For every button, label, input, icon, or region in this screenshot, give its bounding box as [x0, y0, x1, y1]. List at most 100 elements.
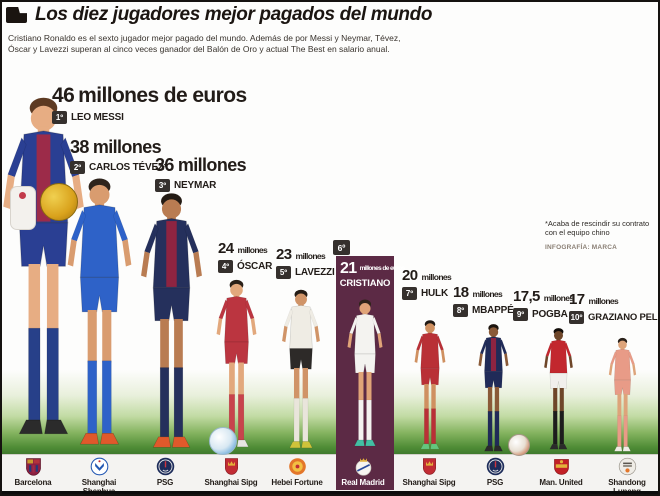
player-figure-mbappe	[472, 322, 515, 452]
salary-unit: millones	[92, 137, 162, 157]
club-name: Shanghai Sipg	[204, 478, 258, 487]
salary-cristiano: 21 millones de euros	[336, 256, 406, 278]
player-name: NEYMAR	[174, 180, 217, 191]
subtitle: Cristiano Ronaldo es el sexto jugador me…	[8, 33, 400, 55]
golden-ball-icon	[40, 183, 78, 221]
club-name: Hebei Fortune	[271, 478, 323, 487]
club-name: Real Madrid	[341, 478, 385, 487]
player-name: HULK	[421, 288, 448, 299]
man-united-crest-icon	[551, 456, 572, 477]
club-cell-barcelona: Barcelona	[0, 455, 66, 490]
shandong-luneng-crest-icon	[617, 456, 638, 477]
salary-unit: millones	[421, 272, 452, 282]
player-figure-cristiano	[340, 297, 390, 447]
player-figure-pogba	[538, 326, 579, 450]
salary-unit: millones de euros	[78, 84, 247, 107]
salary-unit: millones	[295, 251, 326, 261]
player-figure-hulk	[408, 318, 452, 450]
footnote: *Acaba de rescindir su contrato con el e…	[545, 219, 649, 252]
subtitle-line-2: Óscar y Lavezzi superan al cinco veces g…	[8, 44, 390, 55]
club-cell-hebei: Hebei Fortune	[264, 455, 330, 490]
label-neymar: 36 millones 3º NEYMAR	[155, 155, 247, 192]
club-cell-shandong: Shandong Luneng	[594, 455, 660, 496]
label-mbappe: 18 millones 8º MBAPPÉ	[453, 284, 514, 317]
salary-unit: millones de euros	[359, 265, 406, 273]
player-figure-oscar	[208, 277, 265, 448]
rank-badge-6: 6º	[333, 240, 350, 255]
player-name: CARLOS TÉVEZ*	[89, 162, 168, 173]
bottom-border	[0, 491, 660, 496]
player-figure-neymar	[128, 189, 215, 449]
footnote-line-2: con el equipo chino	[545, 228, 610, 238]
rank-badge-7: 7º	[402, 287, 417, 300]
club-name: Man. United	[539, 478, 583, 487]
infographic-credit: INFOGRAFÍA: MARCA	[545, 243, 618, 251]
salary-unit: millones	[177, 155, 247, 175]
salary-value: 20	[402, 267, 418, 284]
laliga-patch	[10, 186, 36, 230]
salary-value: 24	[218, 240, 234, 257]
player-name: LEO MESSI	[71, 112, 124, 123]
salary-value: 17	[569, 291, 585, 308]
barcelona-crest-icon	[23, 456, 44, 477]
player-name: ÓSCAR	[237, 261, 273, 272]
salary-unit: millones	[588, 296, 619, 306]
player-name-cristiano: CRISTIANO	[339, 278, 391, 289]
club-cell-psg-2: PSG	[462, 455, 528, 490]
page-title: Los diez jugadores mejor pagados del mun…	[35, 4, 433, 25]
shanghai-shenhua-crest-icon	[89, 456, 110, 477]
label-lavezzi: 23 millones 5º LAVEZZI	[276, 246, 335, 279]
player-name: MBAPPÉ	[472, 305, 514, 316]
shanghai-sipg-crest-icon	[221, 456, 242, 477]
salary-value: 21	[340, 260, 357, 277]
football-oscar-icon	[209, 427, 237, 455]
club-cell-real-madrid: Real Madrid	[330, 455, 396, 490]
rank-badge-2: 2º	[70, 161, 85, 174]
club-name: Barcelona	[14, 478, 52, 487]
rank-badge-5: 5º	[276, 266, 291, 279]
club-cell-psg-1: PSG	[132, 455, 198, 490]
marca-bullet-icon	[6, 7, 27, 23]
player-name: POGBA	[532, 309, 568, 320]
rank-badge-4: 4º	[218, 260, 233, 273]
rank-badge-8: 8º	[453, 304, 468, 317]
salary-value: 38	[70, 137, 89, 157]
club-cell-sipg-2: Shanghai Sipg	[396, 455, 462, 490]
club-name: Shanghai Sipg	[402, 478, 456, 487]
hebei-fortune-crest-icon	[287, 456, 308, 477]
club-name: PSG	[486, 478, 504, 487]
player-figure-tevez	[54, 174, 145, 446]
label-messi: 46 millones de euros 1º LEO MESSI	[52, 84, 247, 124]
footnote-line-1: *Acaba de rescindir su contrato	[545, 219, 650, 228]
player-figure-pelle	[603, 336, 642, 452]
label-pogba: 17,5 millones 9º POGBA	[513, 288, 574, 321]
subtitle-line-1: Cristiano Ronaldo es el sexto jugador me…	[8, 33, 401, 43]
cristiano-highlight-column: 21 millones de euros CRISTIANO	[336, 256, 406, 490]
rank-badge-9: 9º	[513, 308, 528, 321]
football-pogba-icon	[508, 434, 530, 456]
psg-crest-icon	[485, 456, 506, 477]
club-strip-background	[0, 454, 660, 491]
label-hulk: 20 millones 7º HULK	[402, 267, 452, 300]
player-name: GRAZIANO PELLÉ	[588, 312, 660, 323]
salary-unit: millones	[472, 289, 503, 299]
player-figure-lavezzi	[274, 287, 328, 449]
salary-value: 23	[276, 246, 292, 263]
club-cell-sipg-1: Shanghai Sipg	[198, 455, 264, 490]
rank-badge-1: 1º	[52, 111, 67, 124]
header: Los diez jugadores mejor pagados del mun…	[6, 4, 432, 26]
salary-value: 17,5	[513, 288, 540, 305]
label-oscar: 24 millones 4º ÓSCAR	[218, 240, 272, 273]
real-madrid-crest-icon	[353, 456, 374, 477]
label-tevez: 38 millones 2º CARLOS TÉVEZ*	[70, 137, 168, 174]
salary-value: 46	[52, 84, 75, 107]
salary-value: 36	[155, 155, 174, 175]
player-name: LAVEZZI	[295, 267, 335, 278]
club-cell-man-united: Man. United	[528, 455, 594, 490]
salary-value: 18	[453, 284, 469, 301]
salary-unit: millones	[237, 245, 268, 255]
rank-badge-3: 3º	[155, 179, 170, 192]
psg-crest-icon	[155, 456, 176, 477]
salary-unit: millones	[543, 293, 574, 303]
